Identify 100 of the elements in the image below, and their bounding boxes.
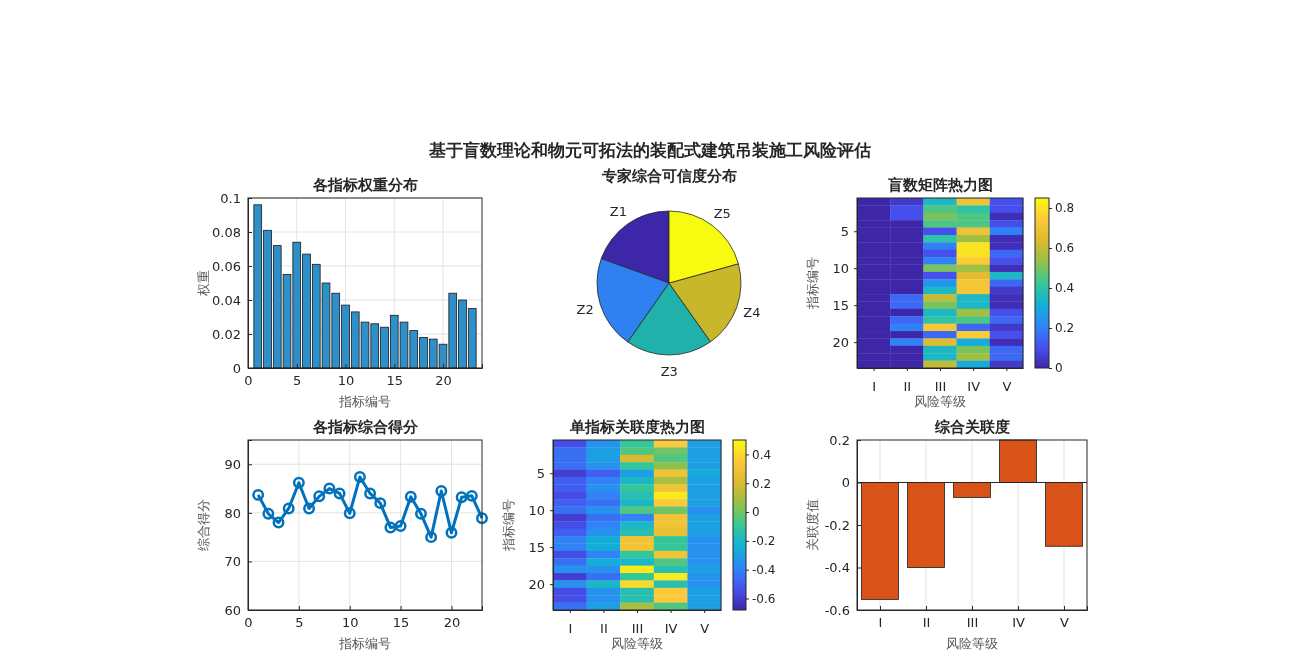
x-tick-label: 15 [392,615,410,631]
point [313,490,326,503]
point [404,490,417,503]
x-tick-label: 15 [386,373,404,389]
chart-title: 专家综合可信度分布 [600,167,737,185]
color-bar-label: 0.2 [752,476,772,491]
color-bar-label: 0.8 [1055,201,1075,216]
x-tick-label: I [568,620,573,636]
point [323,482,336,495]
chart-title: 综合关联度 [933,418,1010,436]
y-tick-label: 0 [841,475,850,491]
x-tick-label: III [966,615,979,631]
y-tick-label: -0.2 [824,517,850,533]
y-tick-label: 20 [832,334,849,350]
y-tick-label: -0.6 [824,602,850,618]
slice-label: Z4 [743,305,761,321]
point [374,497,387,510]
point [435,485,448,497]
x-tick-label: V [1060,615,1070,631]
point [292,476,305,489]
x-tick-label: 0 [244,373,253,389]
x-axis-title: 风险等级 [611,636,663,651]
color-bar-label: 0.2 [1055,321,1075,336]
y-tick-label: -0.4 [824,560,850,576]
slice-label: Z5 [713,205,731,221]
x-tick-label: V [1002,378,1012,394]
point [353,470,366,483]
y-tick-label: 80 [224,505,241,521]
y-tick-label: 15 [528,539,545,555]
x-tick-label: I [878,615,883,631]
y-axis-title: 指标编号 [805,257,820,310]
y-axis-title: 综合得分 [196,499,211,551]
chart-title: 各指标权重分布 [311,176,418,194]
x-tick-label: II [922,615,931,631]
x-tick-label: I [872,378,877,394]
point [476,512,488,525]
y-axis-title: 指标编号 [501,499,516,552]
y-tick-label: 0 [232,360,241,376]
y-tick-label: 5 [536,465,545,481]
y-axis-title: 关联度值 [805,499,820,551]
y-tick-label: 90 [224,456,241,472]
x-tick-label: 5 [295,615,304,631]
color-bar-label: -0.2 [752,534,776,549]
x-axis-title: 风险等级 [914,394,966,409]
x-tick-label: IV [967,378,981,394]
slice-label: Z1 [609,203,627,219]
color-bar-label: 0 [1055,361,1063,376]
color-bar-label: 0 [752,505,760,520]
point [333,487,346,500]
x-tick-label: II [600,620,608,636]
x-axis-title: 指标编号 [338,394,391,409]
point [282,502,295,515]
point [384,521,397,534]
point [455,491,468,504]
y-tick-label: 70 [224,554,241,570]
point [343,507,356,520]
x-tick-label: V [700,620,710,636]
point [394,520,407,532]
point [262,507,275,520]
point [425,531,438,544]
x-tick-label: 10 [337,373,355,389]
y-tick-label: 0.04 [212,292,241,308]
slice-label: Z3 [660,363,678,379]
y-tick-label: 0.02 [212,326,241,342]
y-tick-label: 5 [840,223,849,239]
point [303,502,316,515]
color-bar-label: -0.6 [752,591,776,606]
point [272,516,285,529]
x-tick-label: 5 [293,373,302,389]
chart-title: 盲数矩阵热力图 [886,176,993,194]
x-tick-label: IV [1012,615,1025,631]
y-axis-title: 权重 [196,270,211,297]
point [364,487,377,500]
y-tick-label: 0.2 [829,432,850,448]
x-tick-label: 10 [341,615,359,631]
point [252,488,265,501]
y-tick-label: 20 [528,576,545,592]
x-tick-label: 20 [435,373,452,389]
text: 基于盲数理论和物元可拓法的装配式建筑吊装施工风险评估 [428,140,871,160]
y-tick-label: 10 [528,502,545,518]
x-tick-label: 20 [443,615,461,631]
x-axis-title: 指标编号 [338,636,391,651]
chart-title: 单指标关联度热力图 [568,418,705,436]
point [445,526,458,539]
y-tick-label: 0.06 [212,258,241,274]
y-tick-label: 0.1 [220,190,241,206]
x-axis-title: 风险等级 [946,636,998,651]
y-tick-label: 15 [832,297,849,313]
x-tick-label: III [631,620,644,636]
color-bar-label: -0.4 [752,563,776,577]
y-tick-label: 0.08 [212,224,241,240]
color-bar-label: 0.6 [1055,241,1075,256]
point [465,489,478,502]
y-tick-label: 60 [224,602,241,618]
chart-title: 各指标综合得分 [311,418,419,436]
x-tick-label: II [903,378,912,394]
point [414,507,427,520]
slice-label: Z2 [576,302,594,318]
x-tick-label: IV [664,620,678,636]
color-bar-label: 0.4 [752,447,772,462]
